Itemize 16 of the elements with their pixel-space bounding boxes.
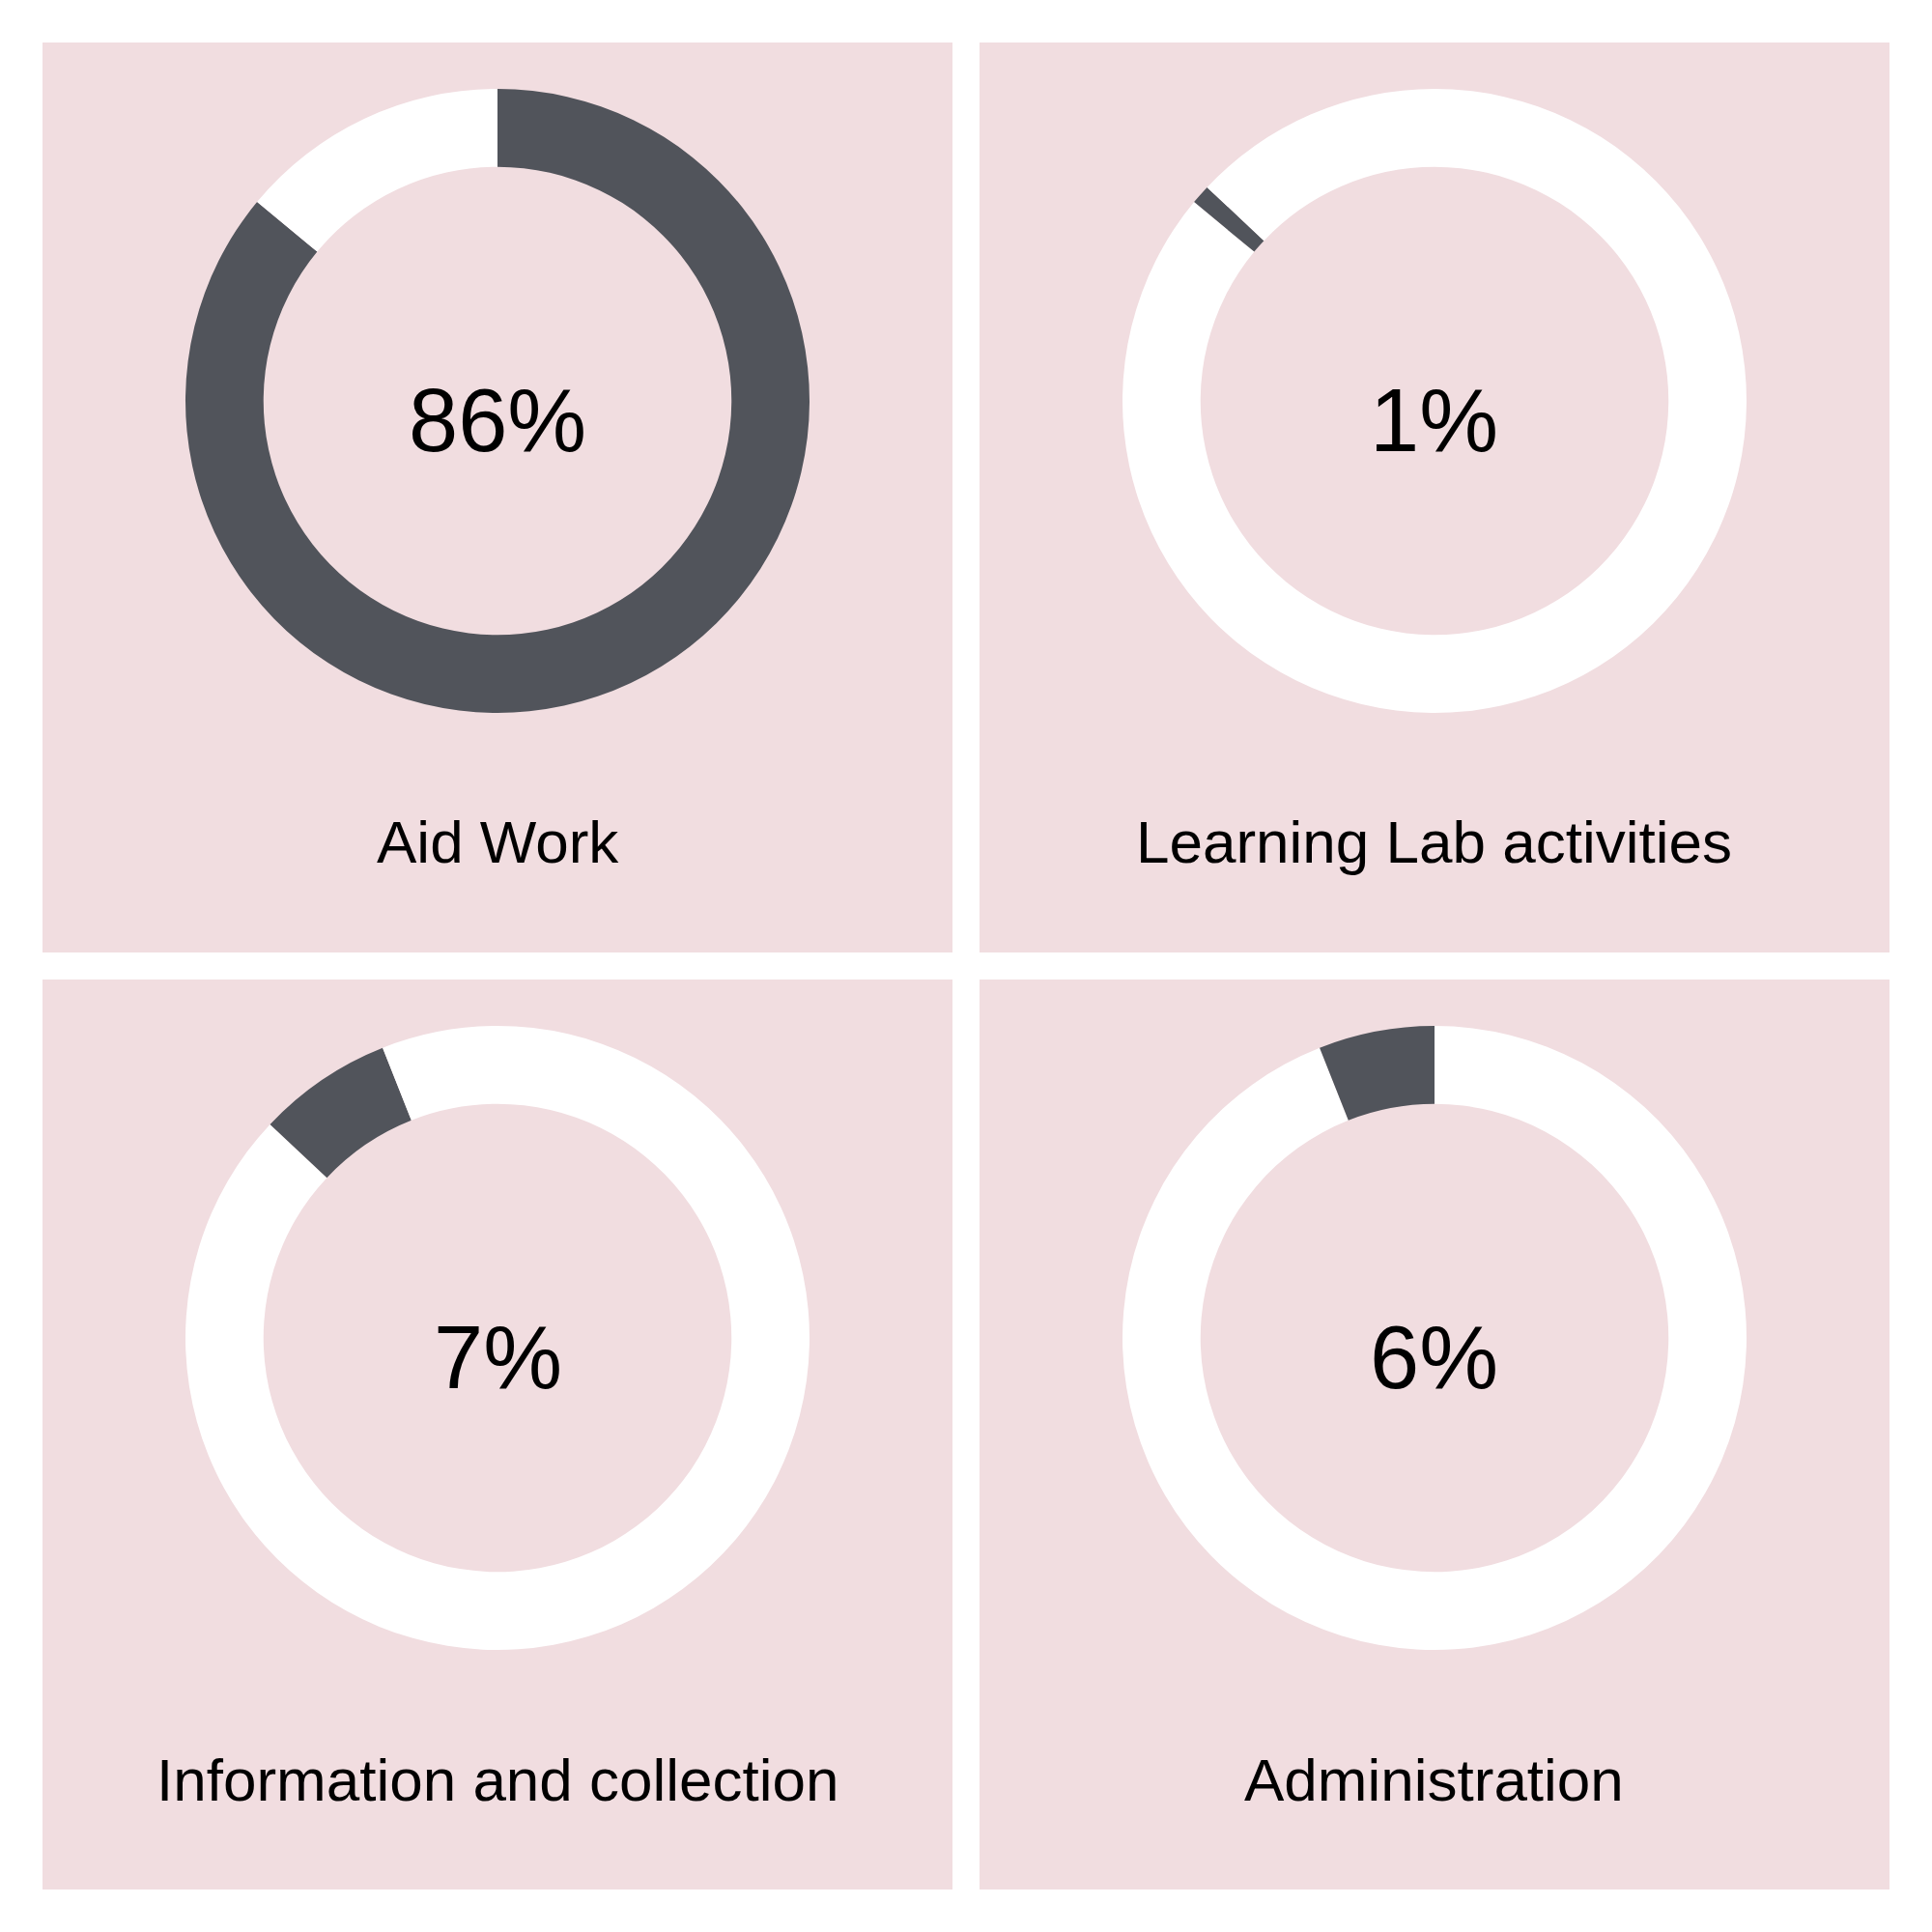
donut-slice [185, 1026, 810, 1650]
text: 7% [434, 1308, 562, 1406]
text: 86% [409, 371, 587, 469]
text: 1% [1370, 371, 1498, 469]
donut-slice [257, 89, 497, 252]
donut-slice [1320, 1026, 1435, 1121]
text: Learning Lab activities [1136, 809, 1732, 875]
donut-slice [1122, 89, 1747, 713]
text: Aid Work [377, 809, 620, 875]
donut-slice [270, 1047, 412, 1179]
text: Information and collection [156, 1747, 839, 1813]
text: Administration [1244, 1747, 1624, 1813]
donut-slice [185, 89, 810, 713]
text: 6% [1370, 1308, 1498, 1406]
donut-slice [1122, 1026, 1747, 1650]
donut-slice [1194, 186, 1264, 252]
